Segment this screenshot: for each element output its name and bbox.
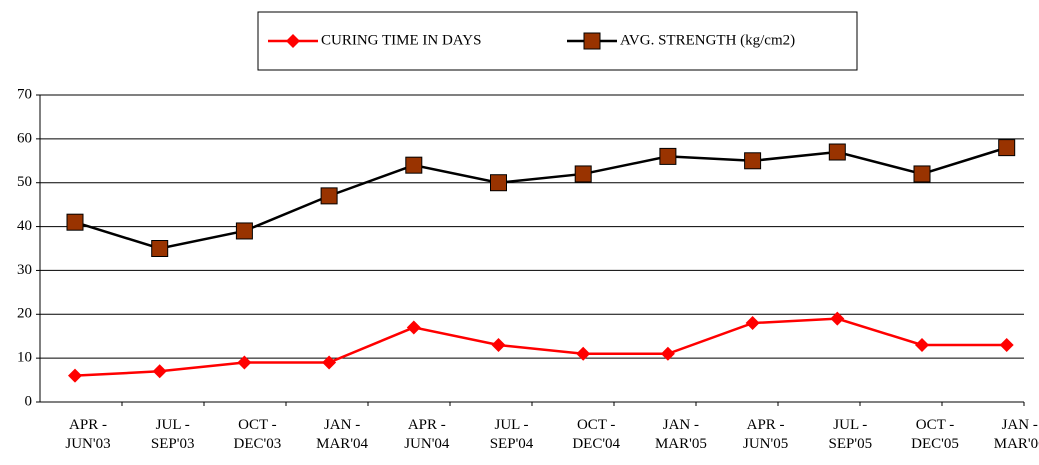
x-tick-label: JUL - SEP'05: [828, 417, 873, 452]
y-tick-label: 30: [17, 262, 32, 278]
marker: [576, 346, 591, 361]
x-tick-label: APR - JUN'05: [742, 417, 789, 452]
x-tick-label: JAN - MAR'06: [993, 417, 1039, 452]
marker: [745, 316, 760, 331]
legend-label: CURING TIME IN DAYS: [321, 32, 481, 48]
marker: [744, 152, 762, 170]
marker: [659, 147, 677, 165]
series-line: [74, 146, 1008, 250]
marker: [237, 355, 252, 370]
marker: [152, 364, 167, 379]
marker: [491, 337, 506, 352]
marker: [235, 222, 253, 240]
marker: [660, 346, 675, 361]
marker: [490, 174, 507, 192]
marker: [322, 355, 337, 370]
marker: [828, 143, 846, 161]
x-tick-label: APR - JUN'04: [404, 417, 450, 452]
marker: [68, 368, 82, 383]
marker: [830, 311, 845, 326]
marker: [320, 187, 338, 205]
marker: [151, 240, 169, 257]
marker: [405, 156, 423, 174]
x-tick-label: OCT - DEC'03: [233, 417, 282, 452]
y-tick-label: 50: [17, 174, 32, 190]
marker: [913, 165, 931, 183]
marker: [574, 165, 592, 183]
series-line: [74, 317, 1007, 377]
legend-marker: [286, 34, 300, 48]
legend-marker: [583, 32, 601, 50]
x-tick-label: OCT - DEC'04: [572, 417, 621, 452]
y-tick-label: 60: [17, 130, 32, 146]
y-tick-label: 0: [25, 393, 33, 409]
x-tick-label: JAN - MAR'04: [316, 417, 369, 452]
legend-label: AVG. STRENGTH (kg/cm2): [620, 32, 795, 48]
marker: [998, 139, 1016, 157]
marker: [406, 320, 421, 335]
x-tick-label: JAN - MAR'05: [654, 417, 707, 452]
y-tick-label: 40: [17, 218, 32, 234]
y-tick-label: 20: [17, 306, 32, 322]
x-tick-label: OCT - DEC'05: [911, 417, 959, 452]
y-tick-label: 70: [17, 86, 32, 102]
x-tick-label: JUL - SEP'04: [489, 417, 534, 452]
y-tick-label: 10: [17, 350, 32, 366]
marker: [999, 337, 1014, 352]
legend-box: [257, 11, 858, 71]
x-tick-label: JUL - SEP'03: [150, 417, 195, 452]
marker: [66, 213, 84, 231]
marker: [915, 337, 929, 352]
x-tick-label: APR - JUN'03: [65, 417, 111, 452]
